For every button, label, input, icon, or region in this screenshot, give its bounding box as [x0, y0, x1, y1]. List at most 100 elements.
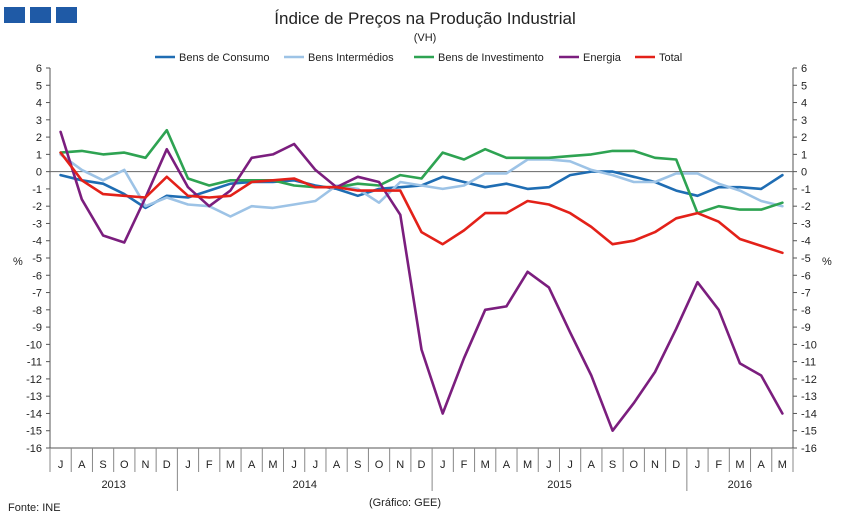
y-tick-label-left: 6	[36, 63, 42, 75]
series-line-bens-de-investimento	[59, 128, 784, 215]
month-label: N	[651, 459, 659, 471]
y-tick-label-left: -7	[32, 288, 42, 300]
logo-square-3	[56, 7, 77, 23]
month-label: D	[163, 459, 171, 471]
y-tick-label-right: -14	[801, 408, 817, 420]
y-tick-label-left: -10	[26, 339, 42, 351]
month-label: S	[99, 459, 106, 471]
y-tick-label-right: -7	[801, 288, 811, 300]
legend-label: Bens Intermédios	[308, 52, 394, 64]
month-label: M	[735, 459, 744, 471]
chart-credit: (Gráfico: GEE)	[369, 497, 441, 509]
y-tick-label-left: -1	[32, 184, 42, 196]
month-label: A	[757, 459, 765, 471]
y-axis-label-left: %	[13, 256, 23, 268]
y-tick-label-right: 3	[801, 115, 807, 127]
month-label: J	[313, 459, 319, 471]
y-tick-label-left: 3	[36, 115, 42, 127]
month-label: J	[567, 459, 573, 471]
y-tick-label-left: -11	[27, 357, 42, 369]
y-tick-label-left: -2	[32, 201, 42, 213]
y-tick-label-left: 5	[36, 80, 42, 92]
y-tick-label-right: 4	[801, 98, 807, 110]
month-label: N	[142, 459, 150, 471]
legend: Bens de Consumo Bens Intermédios Bens de I…	[155, 52, 682, 64]
series-line-bens-intermédios	[59, 153, 784, 218]
month-label: S	[609, 459, 616, 471]
y-tick-label-left: -4	[32, 236, 42, 248]
month-label: A	[333, 459, 341, 471]
month-label: M	[268, 459, 277, 471]
legend-label: Bens de Investimento	[438, 52, 544, 64]
year-label: 2015	[547, 479, 571, 491]
y-tick-label-left: -15	[26, 426, 42, 438]
month-label: J	[546, 459, 552, 471]
y-tick-label-left: -6	[32, 270, 42, 282]
legend-label: Energia	[583, 52, 622, 64]
y-tick-label-right: -4	[801, 236, 811, 248]
y-tick-label-left: -14	[26, 408, 42, 420]
y-tick-label-right: -12	[801, 374, 817, 386]
y-tick-label-left: 4	[36, 98, 42, 110]
series-line-energia	[59, 130, 784, 433]
y-tick-label-right: -16	[801, 443, 817, 455]
month-label: A	[503, 459, 511, 471]
logo-square-2	[30, 7, 51, 23]
logo-square-1	[4, 7, 25, 23]
month-label: A	[78, 459, 86, 471]
y-tick-label-right: -3	[801, 218, 811, 230]
month-label: A	[588, 459, 596, 471]
month-label: M	[778, 459, 787, 471]
y-tick-label-left: -13	[26, 391, 42, 403]
y-tick-label-left: -12	[26, 374, 42, 386]
y-tick-label-right: -9	[801, 322, 811, 334]
y-tick-label-right: -11	[801, 357, 816, 369]
y-tick-label-right: 6	[801, 63, 807, 75]
year-label: 2014	[293, 479, 317, 491]
y-tick-label-right: -10	[801, 339, 817, 351]
y-tick-label-right: -15	[801, 426, 817, 438]
month-label: O	[630, 459, 639, 471]
chart-subtitle: (VH)	[414, 32, 437, 44]
y-tick-label-right: -1	[801, 184, 811, 196]
month-label: A	[248, 459, 256, 471]
y-tick-label-left: 2	[36, 132, 42, 144]
y-axis-left: 6 5 4 3 2 1 0 -1 -2 -3 -4 -5 -6 -7 -8 -9 -10 -11 -12 -13 -14…	[26, 63, 50, 455]
y-tick-label-right: 2	[801, 132, 807, 144]
month-label: D	[418, 459, 426, 471]
y-tick-label-left: -16	[26, 443, 42, 455]
grid-area	[49, 68, 794, 449]
y-tick-label-right: -6	[801, 270, 811, 282]
source-note: Fonte: INE	[8, 502, 61, 514]
month-label: F	[206, 459, 213, 471]
year-label: 2016	[728, 479, 752, 491]
month-label: M	[226, 459, 235, 471]
month-label: F	[715, 459, 722, 471]
y-axis-label-right: %	[822, 256, 832, 268]
month-label: J	[695, 459, 701, 471]
month-label: J	[291, 459, 297, 471]
y-tick-label-right: -8	[801, 305, 811, 317]
month-label: D	[672, 459, 680, 471]
month-label: S	[354, 459, 361, 471]
chart-title: Índice de Preços na Produção Industrial	[274, 9, 575, 28]
legend-label: Bens de Consumo	[179, 52, 270, 64]
month-label: O	[120, 459, 129, 471]
month-label: N	[396, 459, 404, 471]
y-tick-label-left: -9	[32, 322, 42, 334]
month-label: J	[440, 459, 446, 471]
y-tick-label-right: 1	[801, 149, 807, 161]
month-label: J	[185, 459, 191, 471]
year-label: 2013	[101, 479, 125, 491]
y-tick-label-right: -5	[801, 253, 811, 265]
legend-label: Total	[659, 52, 682, 64]
y-tick-label-left: 1	[36, 149, 42, 161]
month-label: F	[461, 459, 468, 471]
month-label: O	[375, 459, 384, 471]
series-lines	[59, 128, 784, 433]
series-line-total	[59, 151, 784, 255]
y-axis-right: 6 5 4 3 2 1 0 -1 -2 -3 -4 -5 -6 -7 -8 -9 -10 -11 -12 -13 -14…	[793, 63, 817, 455]
y-tick-label-right: -2	[801, 201, 811, 213]
y-tick-label-right: -13	[801, 391, 817, 403]
